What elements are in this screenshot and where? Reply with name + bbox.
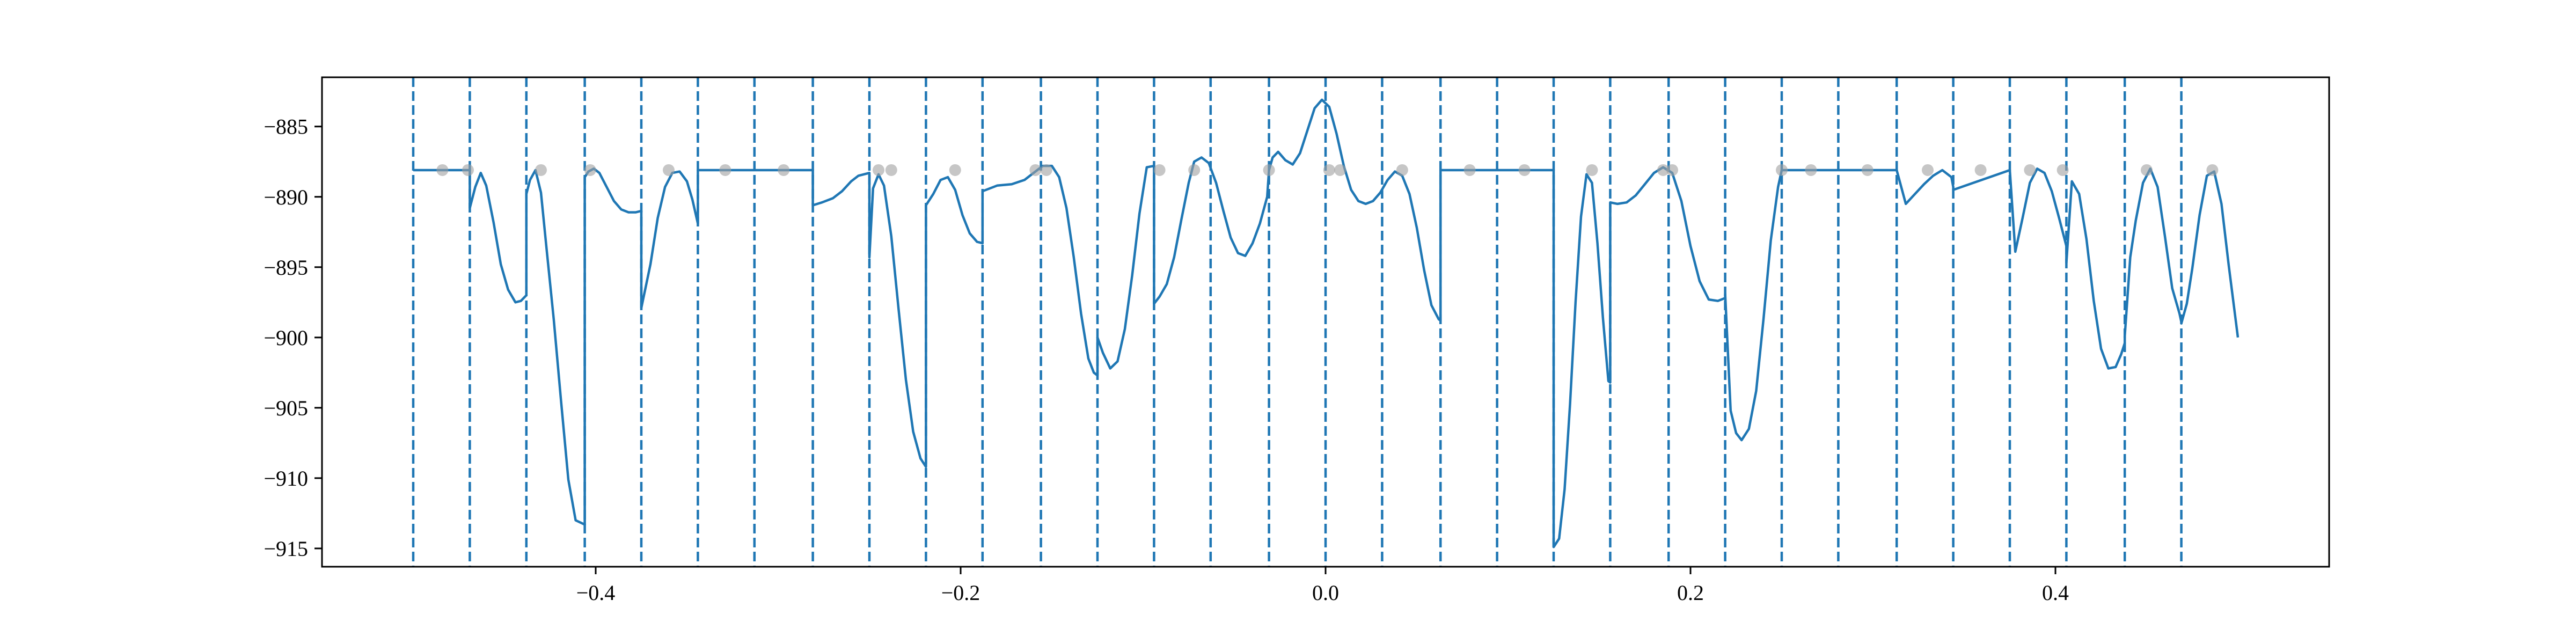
marker-point [2024,164,2036,176]
marker-point [1188,164,1201,176]
marker-point [1776,164,1788,176]
y-tick-label: −885 [264,115,308,139]
marker-point [2206,164,2219,176]
marker-point [1657,164,1669,176]
marker-point [584,164,596,176]
marker-point [1666,164,1678,176]
y-tick-label: −890 [264,185,308,209]
marker-point [1029,164,1042,176]
marker-point [1463,164,1476,176]
marker-point [1586,164,1598,176]
marker-point [1263,164,1275,176]
x-tick-label: −0.2 [941,581,980,605]
marker-point [1805,164,1817,176]
x-tick-label: 0.2 [1677,581,1704,605]
marker-point [663,164,675,176]
marker-point [778,164,790,176]
y-tick-label: −915 [264,537,308,561]
marker-point [873,164,884,176]
y-axis: −885 −890 −895 −900 −905 −910 −915 [264,115,322,561]
marker-point [436,164,449,176]
marker-point [2141,164,2153,176]
marker-point [1974,164,1987,176]
marker-point [949,164,961,176]
markers-group [436,164,2219,176]
y-tick-label: −910 [264,466,308,491]
y-tick-label: −900 [264,326,308,350]
x-tick-label: 0.4 [2042,581,2069,605]
marker-point [1153,164,1166,176]
y-tick-label: −895 [264,255,308,280]
x-tick-label: 0.0 [1312,581,1339,605]
marker-point [1040,164,1052,176]
x-axis: −0.4 −0.2 0.0 0.2 0.4 [576,567,2069,605]
marker-point [1323,164,1335,176]
marker-point [535,164,547,176]
y-tick-label: −905 [264,396,308,420]
marker-point [1334,164,1346,176]
marker-point [1922,164,1934,176]
marker-point [1396,164,1408,176]
marker-point [719,164,731,176]
marker-point [1518,164,1531,176]
x-tick-label: −0.4 [576,581,616,605]
marker-point [1861,164,1874,176]
marker-point [885,164,897,176]
marker-point [462,164,474,176]
marker-point [2057,164,2069,176]
